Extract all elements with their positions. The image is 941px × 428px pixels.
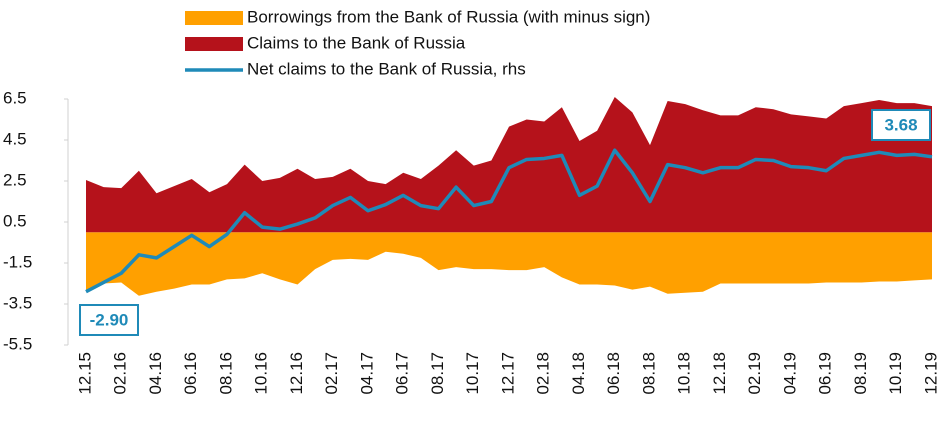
x-tick-label: 04.16 [146, 352, 165, 395]
x-tick-label: 02.16 [111, 352, 130, 395]
legend-label: Net claims to the Bank of Russia, rhs [247, 59, 526, 78]
y-tick-label: -1.5 [3, 252, 32, 271]
x-tick-label: 08.17 [428, 352, 447, 395]
x-tick-label: 02.18 [534, 352, 553, 395]
y-tick-label: 0.5 [3, 211, 27, 230]
annotation-box [871, 109, 931, 141]
area [86, 232, 932, 296]
x-tick-label: 10.16 [252, 352, 271, 395]
x-tick-label: 02.17 [322, 352, 341, 395]
x-tick-label: 10.19 [886, 352, 905, 395]
legend-swatch [185, 11, 243, 25]
legend-label: Borrowings from the Bank of Russia (with… [247, 7, 650, 26]
legend-swatch [185, 37, 243, 51]
x-tick-label: 02.19 [745, 352, 764, 395]
x-tick-label: 08.19 [851, 352, 870, 395]
x-tick-label: 08.16 [216, 352, 235, 395]
area [86, 96, 932, 233]
y-tick-label: 4.5 [3, 129, 27, 148]
x-tick-label: 10.18 [675, 352, 694, 395]
y-tick-label: -5.5 [3, 334, 32, 353]
legend-label: Claims to the Bank of Russia [247, 33, 466, 52]
x-tick-label: 06.16 [181, 352, 200, 395]
y-tick-label: 6.5 [3, 88, 27, 107]
x-tick-label: 04.17 [357, 352, 376, 395]
x-tick-label: 12.19 [921, 352, 940, 395]
x-tick-label: 06.17 [393, 352, 412, 395]
x-tick-label: 12.17 [498, 352, 517, 395]
x-tick-label: 08.18 [639, 352, 658, 395]
y-tick-label: -3.5 [3, 293, 32, 312]
x-tick-label: 06.18 [604, 352, 623, 395]
x-tick-label: 04.19 [780, 352, 799, 395]
y-tick-label: 2.5 [3, 170, 27, 189]
data-label: 3.68 [884, 115, 917, 134]
line [85, 148, 933, 294]
x-tick-label: 12.16 [287, 352, 306, 395]
x-tick-label: 04.18 [569, 352, 588, 395]
annotation-box [79, 304, 139, 336]
x-tick-label: 06.19 [816, 352, 835, 395]
x-tick-label: 12.18 [710, 352, 729, 395]
x-tick-label: 12.15 [75, 352, 94, 395]
data-label: -2.90 [90, 310, 129, 329]
x-tick-label: 10.17 [463, 352, 482, 395]
